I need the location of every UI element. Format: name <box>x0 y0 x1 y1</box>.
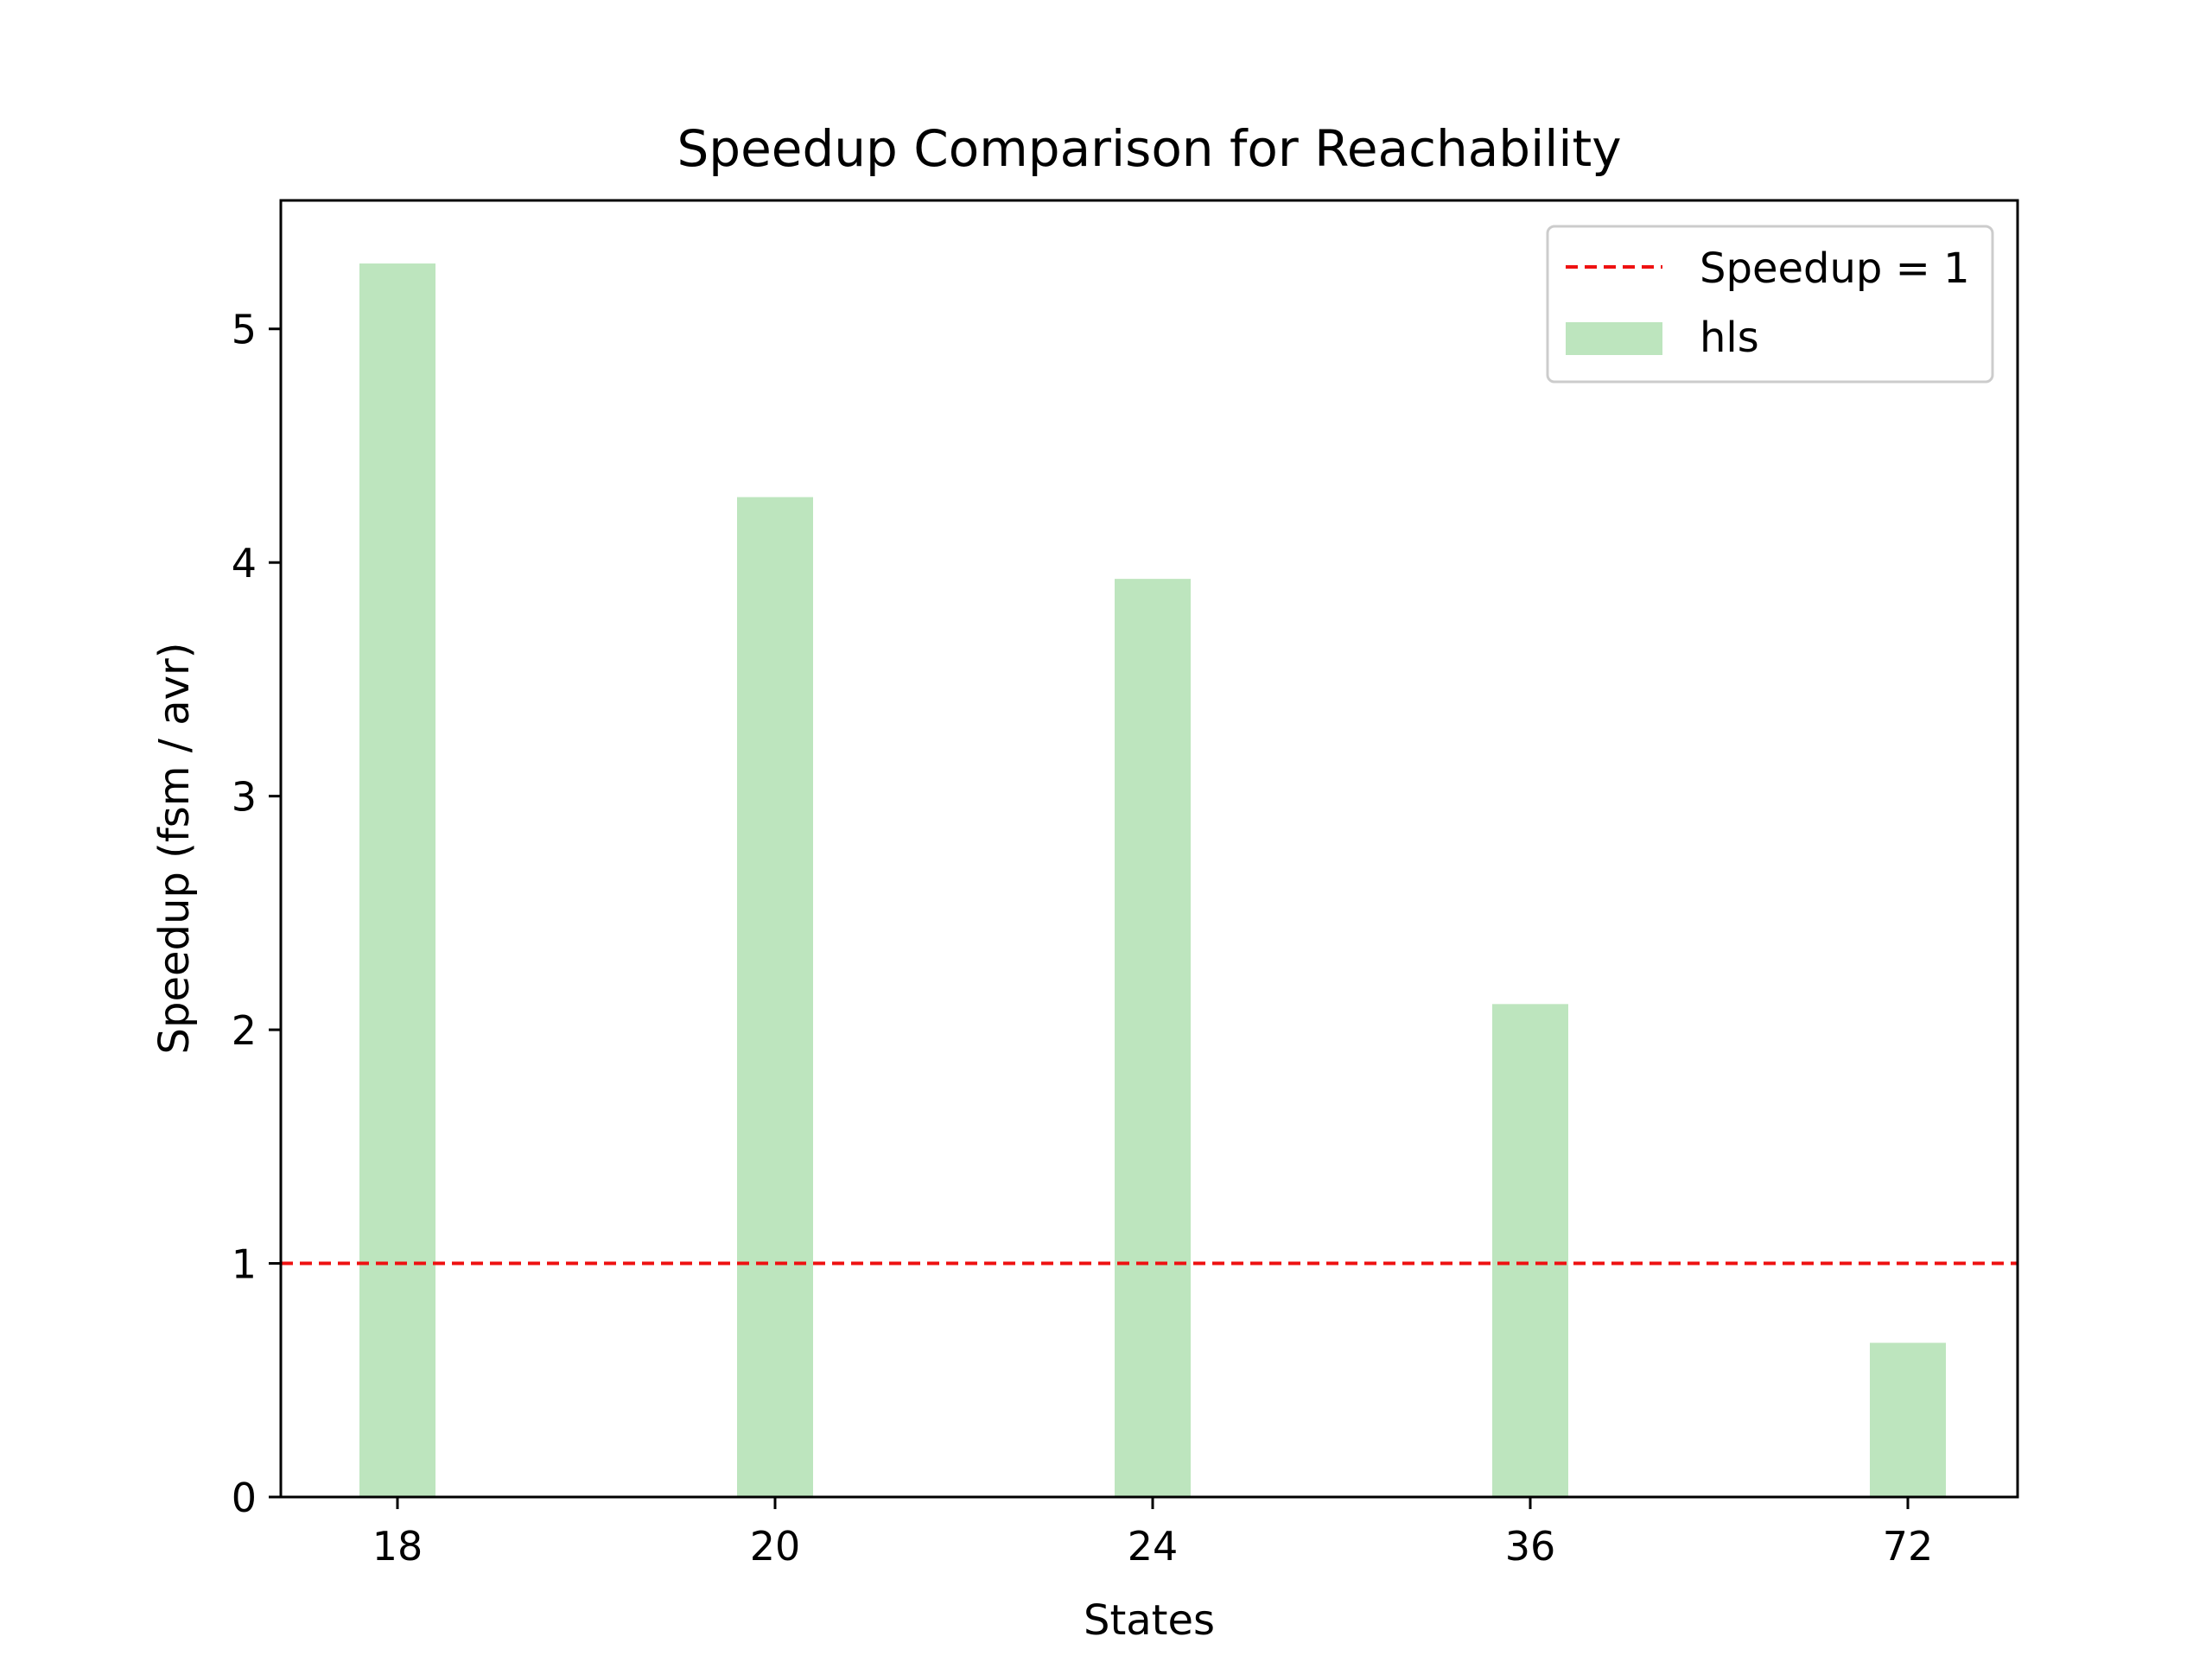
y-tick-label-5: 5 <box>232 307 257 353</box>
y-tick-label-0: 0 <box>232 1475 257 1521</box>
legend-hls-label: hls <box>1700 314 1759 362</box>
x-axis-label: States <box>1084 1596 1215 1645</box>
bar-24 <box>1115 579 1191 1498</box>
x-tick-label-24: 24 <box>1128 1523 1179 1570</box>
y-tick-label-2: 2 <box>232 1007 257 1054</box>
x-tick-label-18: 18 <box>372 1523 423 1570</box>
y-tick-label-3: 3 <box>232 774 257 821</box>
y-tick-label-4: 4 <box>232 540 257 587</box>
plot-frame <box>279 199 2019 1499</box>
bar-72 <box>1870 1342 1946 1497</box>
bar-18 <box>359 263 435 1497</box>
x-tick-label-20: 20 <box>750 1523 801 1570</box>
chart-title: Speedup Comparison for Reachability <box>677 119 1621 178</box>
y-tick-label-1: 1 <box>232 1241 257 1288</box>
y-axis-label: Speedup (fsm / avr) <box>150 643 199 1055</box>
legend-hls-swatch <box>1566 322 1662 355</box>
legend: Speedup = 1 hls <box>1546 225 1994 384</box>
bar-20 <box>737 497 813 1497</box>
x-tick-label-72: 72 <box>1883 1523 1934 1570</box>
x-tick-label-36: 36 <box>1505 1523 1556 1570</box>
x-axis: 18 20 24 36 72 <box>372 1497 1934 1570</box>
bar-36 <box>1492 1004 1568 1497</box>
bars-group <box>359 263 1946 1498</box>
legend-reference-line-label: Speedup = 1 <box>1700 244 1970 293</box>
y-axis: 0 1 2 3 4 5 <box>232 307 281 1521</box>
